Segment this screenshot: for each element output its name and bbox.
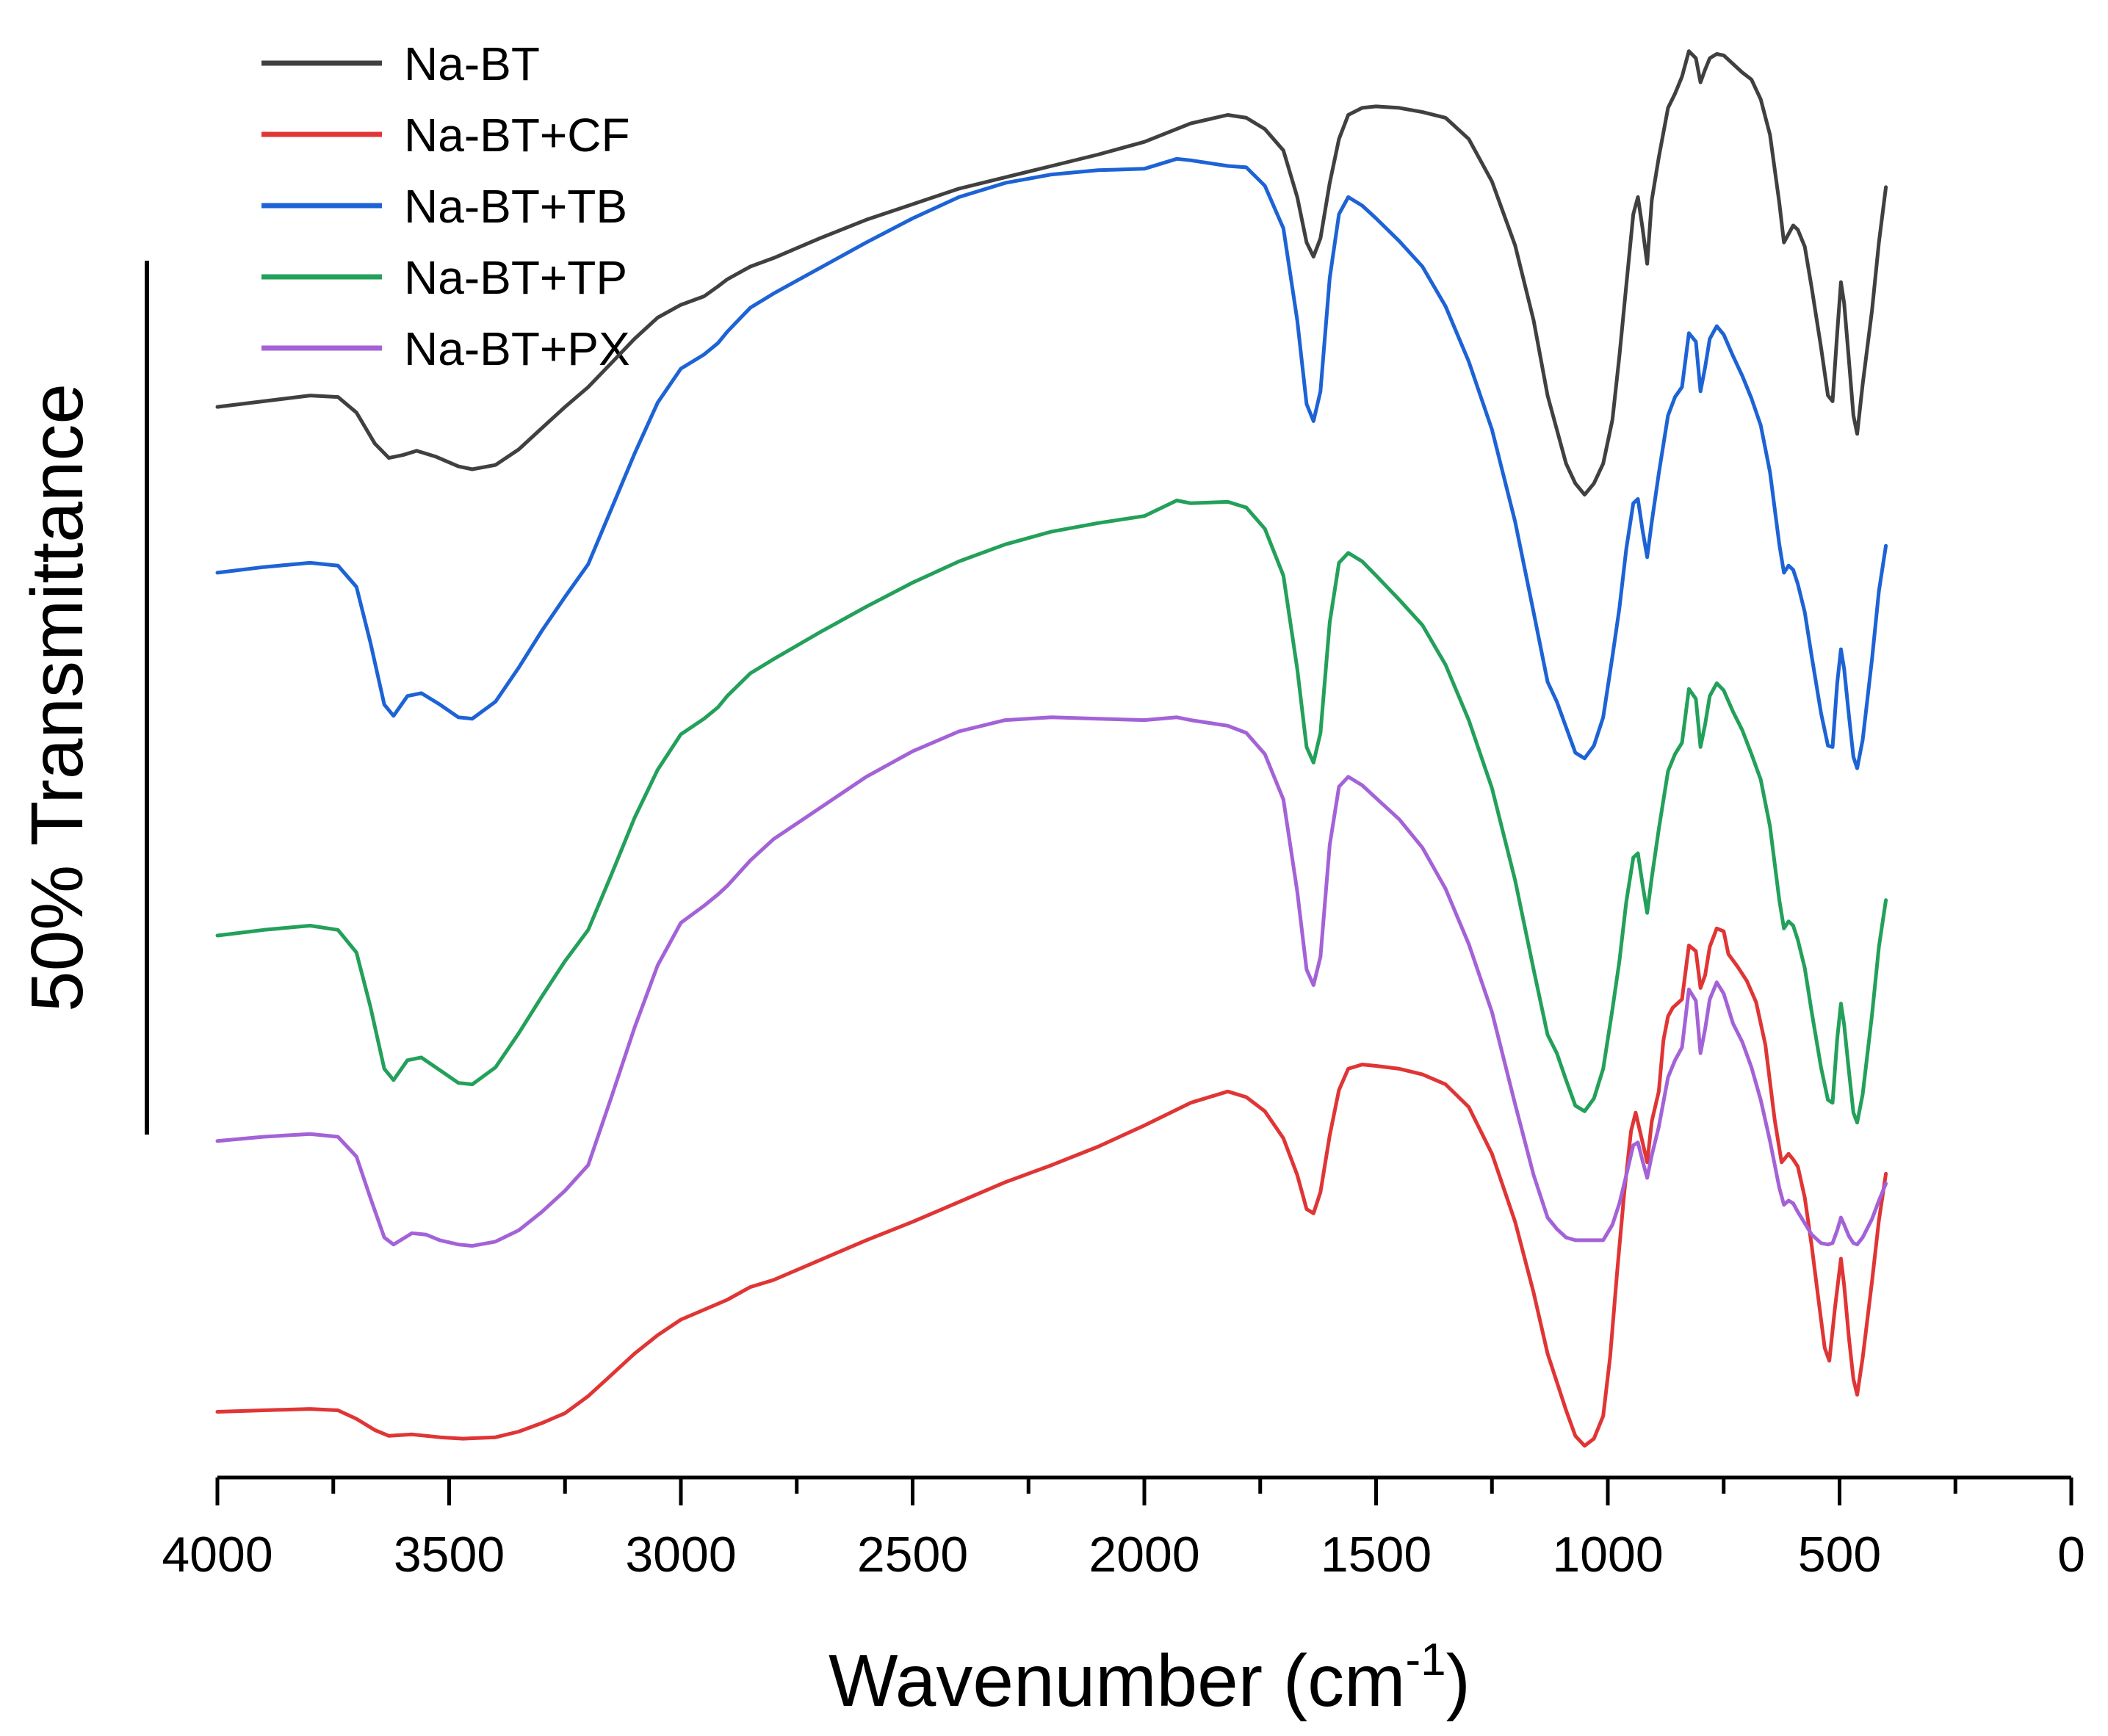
y-axis-title: 50% Transmittance	[16, 383, 98, 1012]
legend-label: Na-BT+TB	[404, 180, 627, 233]
x-tick-label: 2000	[1089, 1527, 1199, 1583]
x-tick-label: 3000	[625, 1527, 736, 1583]
x-axis-title-superscript: -1	[1405, 1635, 1445, 1685]
series-line-na-bt-tp	[215, 499, 1888, 1125]
legend-label: Na-BT+TP	[404, 251, 627, 304]
x-axis-title-close: )	[1446, 1640, 1470, 1722]
x-tick-label: 3500	[394, 1527, 505, 1583]
series-line-na-bt-tb	[215, 156, 1888, 770]
series-line-na-bt-cf	[215, 926, 1888, 1448]
x-tick-label: 1500	[1321, 1527, 1432, 1583]
legend-label: Na-BT+CF	[404, 109, 630, 162]
series-line-na-bt	[215, 49, 1888, 497]
x-tick-label: 0	[2057, 1527, 2085, 1583]
x-axis-title-main: Wavenumber (cm	[829, 1640, 1405, 1722]
x-tick-label: 2500	[857, 1527, 968, 1583]
x-axis-title: Wavenumber (cm-1)	[829, 1635, 1470, 1722]
legend-label: Na-BT+PX	[404, 322, 630, 375]
x-tick-label: 1000	[1552, 1527, 1663, 1583]
legend: Na-BT Na-BT+CF Na-BT+TB Na-BT+TP Na-BT+PX	[261, 37, 630, 375]
plot-area	[215, 49, 1888, 1448]
series-line-na-bt-px	[215, 715, 1888, 1248]
legend-label: Na-BT	[404, 37, 540, 90]
x-tick-label: 500	[1798, 1527, 1881, 1583]
x-tick-label: 4000	[162, 1527, 272, 1583]
x-axis: 4000 3500 3000 2500 2000 1500 1000 500 0	[162, 1475, 2085, 1583]
